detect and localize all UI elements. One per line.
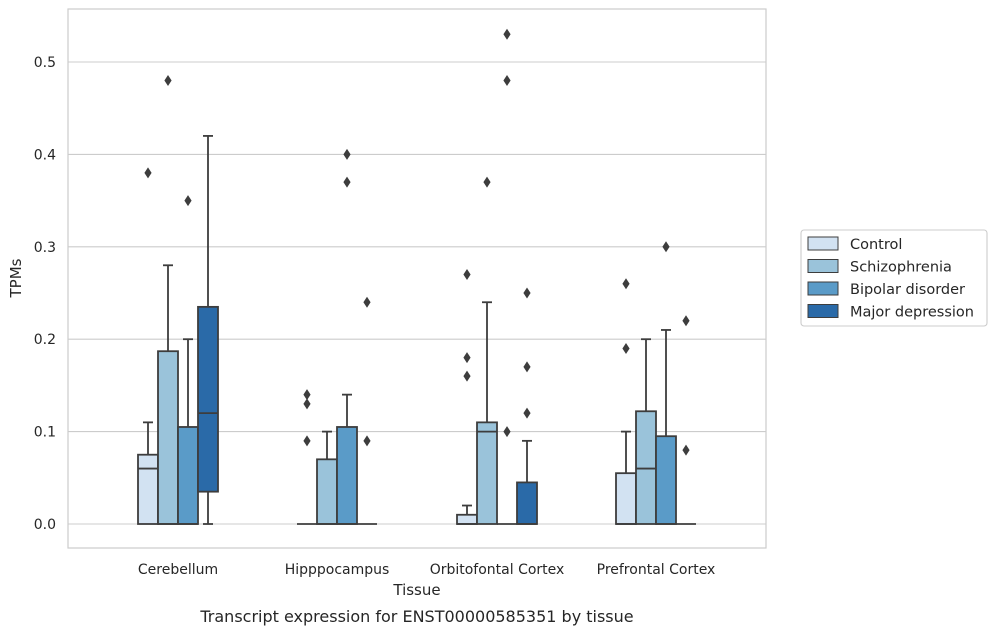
legend-entry: Control <box>850 237 902 253</box>
outlier-point <box>144 167 152 179</box>
box-body <box>157 350 179 525</box>
box-body <box>516 481 538 525</box>
legend-swatch <box>807 259 839 273</box>
outlier-point <box>303 435 311 447</box>
outlier-point <box>523 287 531 299</box>
legend-swatch <box>807 236 839 251</box>
box-control <box>297 389 317 525</box>
box-schizophrenia <box>476 176 498 525</box>
x-tick-label: Cerebellum <box>138 562 218 578</box>
y-tick-label: 0.4 <box>34 147 56 163</box>
box-body <box>316 458 338 525</box>
y-axis-label: TPMs <box>7 258 25 298</box>
outlier-point <box>363 296 371 308</box>
box-schizophrenia <box>316 430 338 525</box>
box-bipolar-disorder <box>655 241 677 525</box>
box-body <box>336 426 358 525</box>
outlier-point <box>523 407 531 419</box>
box-major-depression <box>516 287 538 525</box>
chart-caption: Transcript expression for ENST0000058535… <box>199 607 633 626</box>
y-tick-label: 0.3 <box>34 240 56 256</box>
outlier-point <box>343 176 351 188</box>
legend-entry: Major depression <box>850 305 974 321</box>
outlier-point <box>343 148 351 160</box>
outlier-point <box>463 269 471 281</box>
outlier-point <box>503 28 511 40</box>
outlier-point <box>303 389 311 401</box>
x-axis-label: Tissue <box>392 581 440 599</box>
outlier-point <box>523 361 531 373</box>
box-schizophrenia <box>635 338 657 525</box>
y-tick-label: 0.1 <box>34 425 56 441</box>
y-axis-ticks: 0.0 0.1 0.2 0.3 0.4 0.5 <box>34 55 56 533</box>
box-bipolar-disorder <box>497 28 517 525</box>
legend-entry: Bipolar disorder <box>850 282 965 298</box>
box-body <box>137 453 159 525</box>
outlier-point <box>463 370 471 382</box>
outlier-point <box>682 315 690 327</box>
outlier-point <box>503 74 511 86</box>
outlier-point <box>662 241 670 253</box>
legend-swatch <box>807 304 839 318</box>
box-bipolar-disorder <box>177 195 199 525</box>
box-body <box>456 513 478 525</box>
outlier-point <box>164 74 172 86</box>
box-body <box>635 410 657 525</box>
box-major-depression <box>357 296 377 525</box>
box-control <box>137 167 159 525</box>
legend-frame <box>800 229 988 327</box>
x-axis-ticks: Cerebellum Hipppocampus Orbitofontal Corte… <box>138 562 715 578</box>
box-body <box>615 472 637 525</box>
box-body <box>177 426 199 525</box>
box-major-depression <box>197 135 219 525</box>
y-tick-label: 0.0 <box>34 517 56 533</box>
box-body <box>197 305 219 493</box>
legend-swatch <box>807 281 839 296</box>
outlier-point <box>463 352 471 364</box>
outlier-point <box>483 176 491 188</box>
box-body <box>655 435 677 525</box>
y-tick-label: 0.5 <box>34 55 56 71</box>
box-control <box>615 278 637 525</box>
plot-frame <box>67 8 767 549</box>
outlier-point <box>503 426 511 438</box>
box-control <box>456 269 478 525</box>
outlier-point <box>682 444 690 456</box>
outlier-point <box>303 398 311 410</box>
x-tick-label: Prefrontal Cortex <box>597 562 716 578</box>
legend: Control Schizophrenia Bipolar disorder Majo… <box>800 229 988 327</box>
plot-area <box>137 28 696 525</box>
box-major-depression <box>676 315 696 525</box>
x-tick-label: Orbitofontal Cortex <box>430 562 565 578</box>
box-schizophrenia <box>157 74 179 525</box>
outlier-point <box>184 195 192 207</box>
outlier-point <box>622 342 630 354</box>
y-tick-label: 0.2 <box>34 332 56 348</box>
outlier-point <box>622 278 630 290</box>
legend-entry: Schizophrenia <box>850 260 952 276</box>
x-tick-label: Hipppocampus <box>285 562 390 578</box>
box-body <box>476 421 498 525</box>
outlier-point <box>363 435 371 447</box>
box-bipolar-disorder <box>336 148 358 525</box>
